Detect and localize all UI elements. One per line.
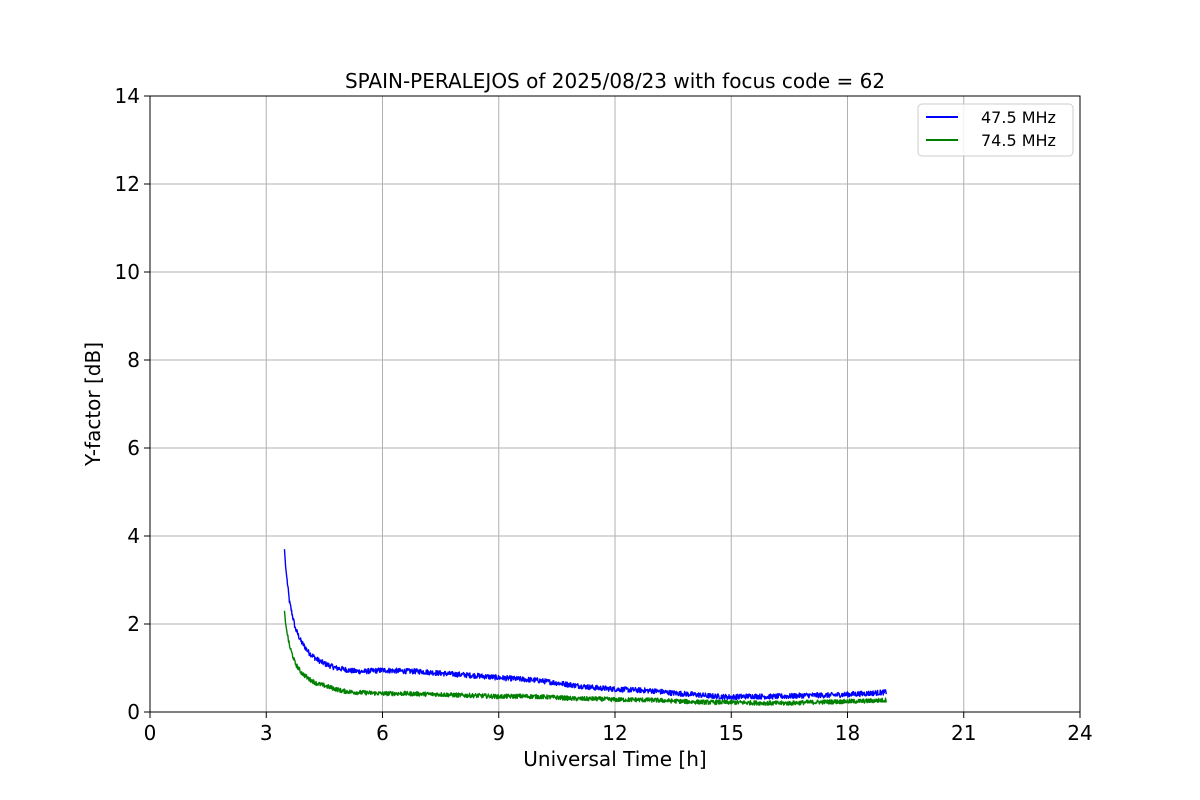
y-tick-label: 8 (127, 348, 140, 372)
y-tick-label: 14 (115, 84, 140, 108)
chart-title: SPAIN-PERALEJOS of 2025/08/23 with focus… (345, 69, 885, 93)
x-tick-label: 9 (492, 721, 505, 745)
legend-label-47-5-mhz: 47.5 MHz (981, 108, 1056, 127)
y-tick-label: 12 (115, 172, 140, 196)
x-tick-label: 24 (1067, 721, 1092, 745)
x-axis-label: Universal Time [h] (523, 747, 706, 771)
legend-label-74-5-mhz: 74.5 MHz (981, 131, 1056, 150)
x-tick-label: 3 (260, 721, 273, 745)
y-tick-label: 4 (127, 524, 140, 548)
x-tick-label: 6 (376, 721, 389, 745)
x-tick-label: 15 (719, 721, 744, 745)
x-tick-label: 21 (951, 721, 976, 745)
series-line-74-5-mhz (283, 610, 887, 706)
y-tick-label: 2 (127, 612, 140, 636)
y-axis-label: Y-factor [dB] (81, 342, 105, 467)
x-tick-label: 0 (144, 721, 157, 745)
y-tick-label: 6 (127, 436, 140, 460)
x-tick-label: 12 (602, 721, 627, 745)
x-tick-label: 18 (835, 721, 860, 745)
series-lines (283, 549, 887, 706)
y-tick-label: 10 (115, 260, 140, 284)
y-tick-label: 0 (127, 700, 140, 724)
series-line-47-5-mhz (283, 549, 887, 701)
legend: 47.5 MHz 74.5 MHz (917, 103, 1074, 157)
